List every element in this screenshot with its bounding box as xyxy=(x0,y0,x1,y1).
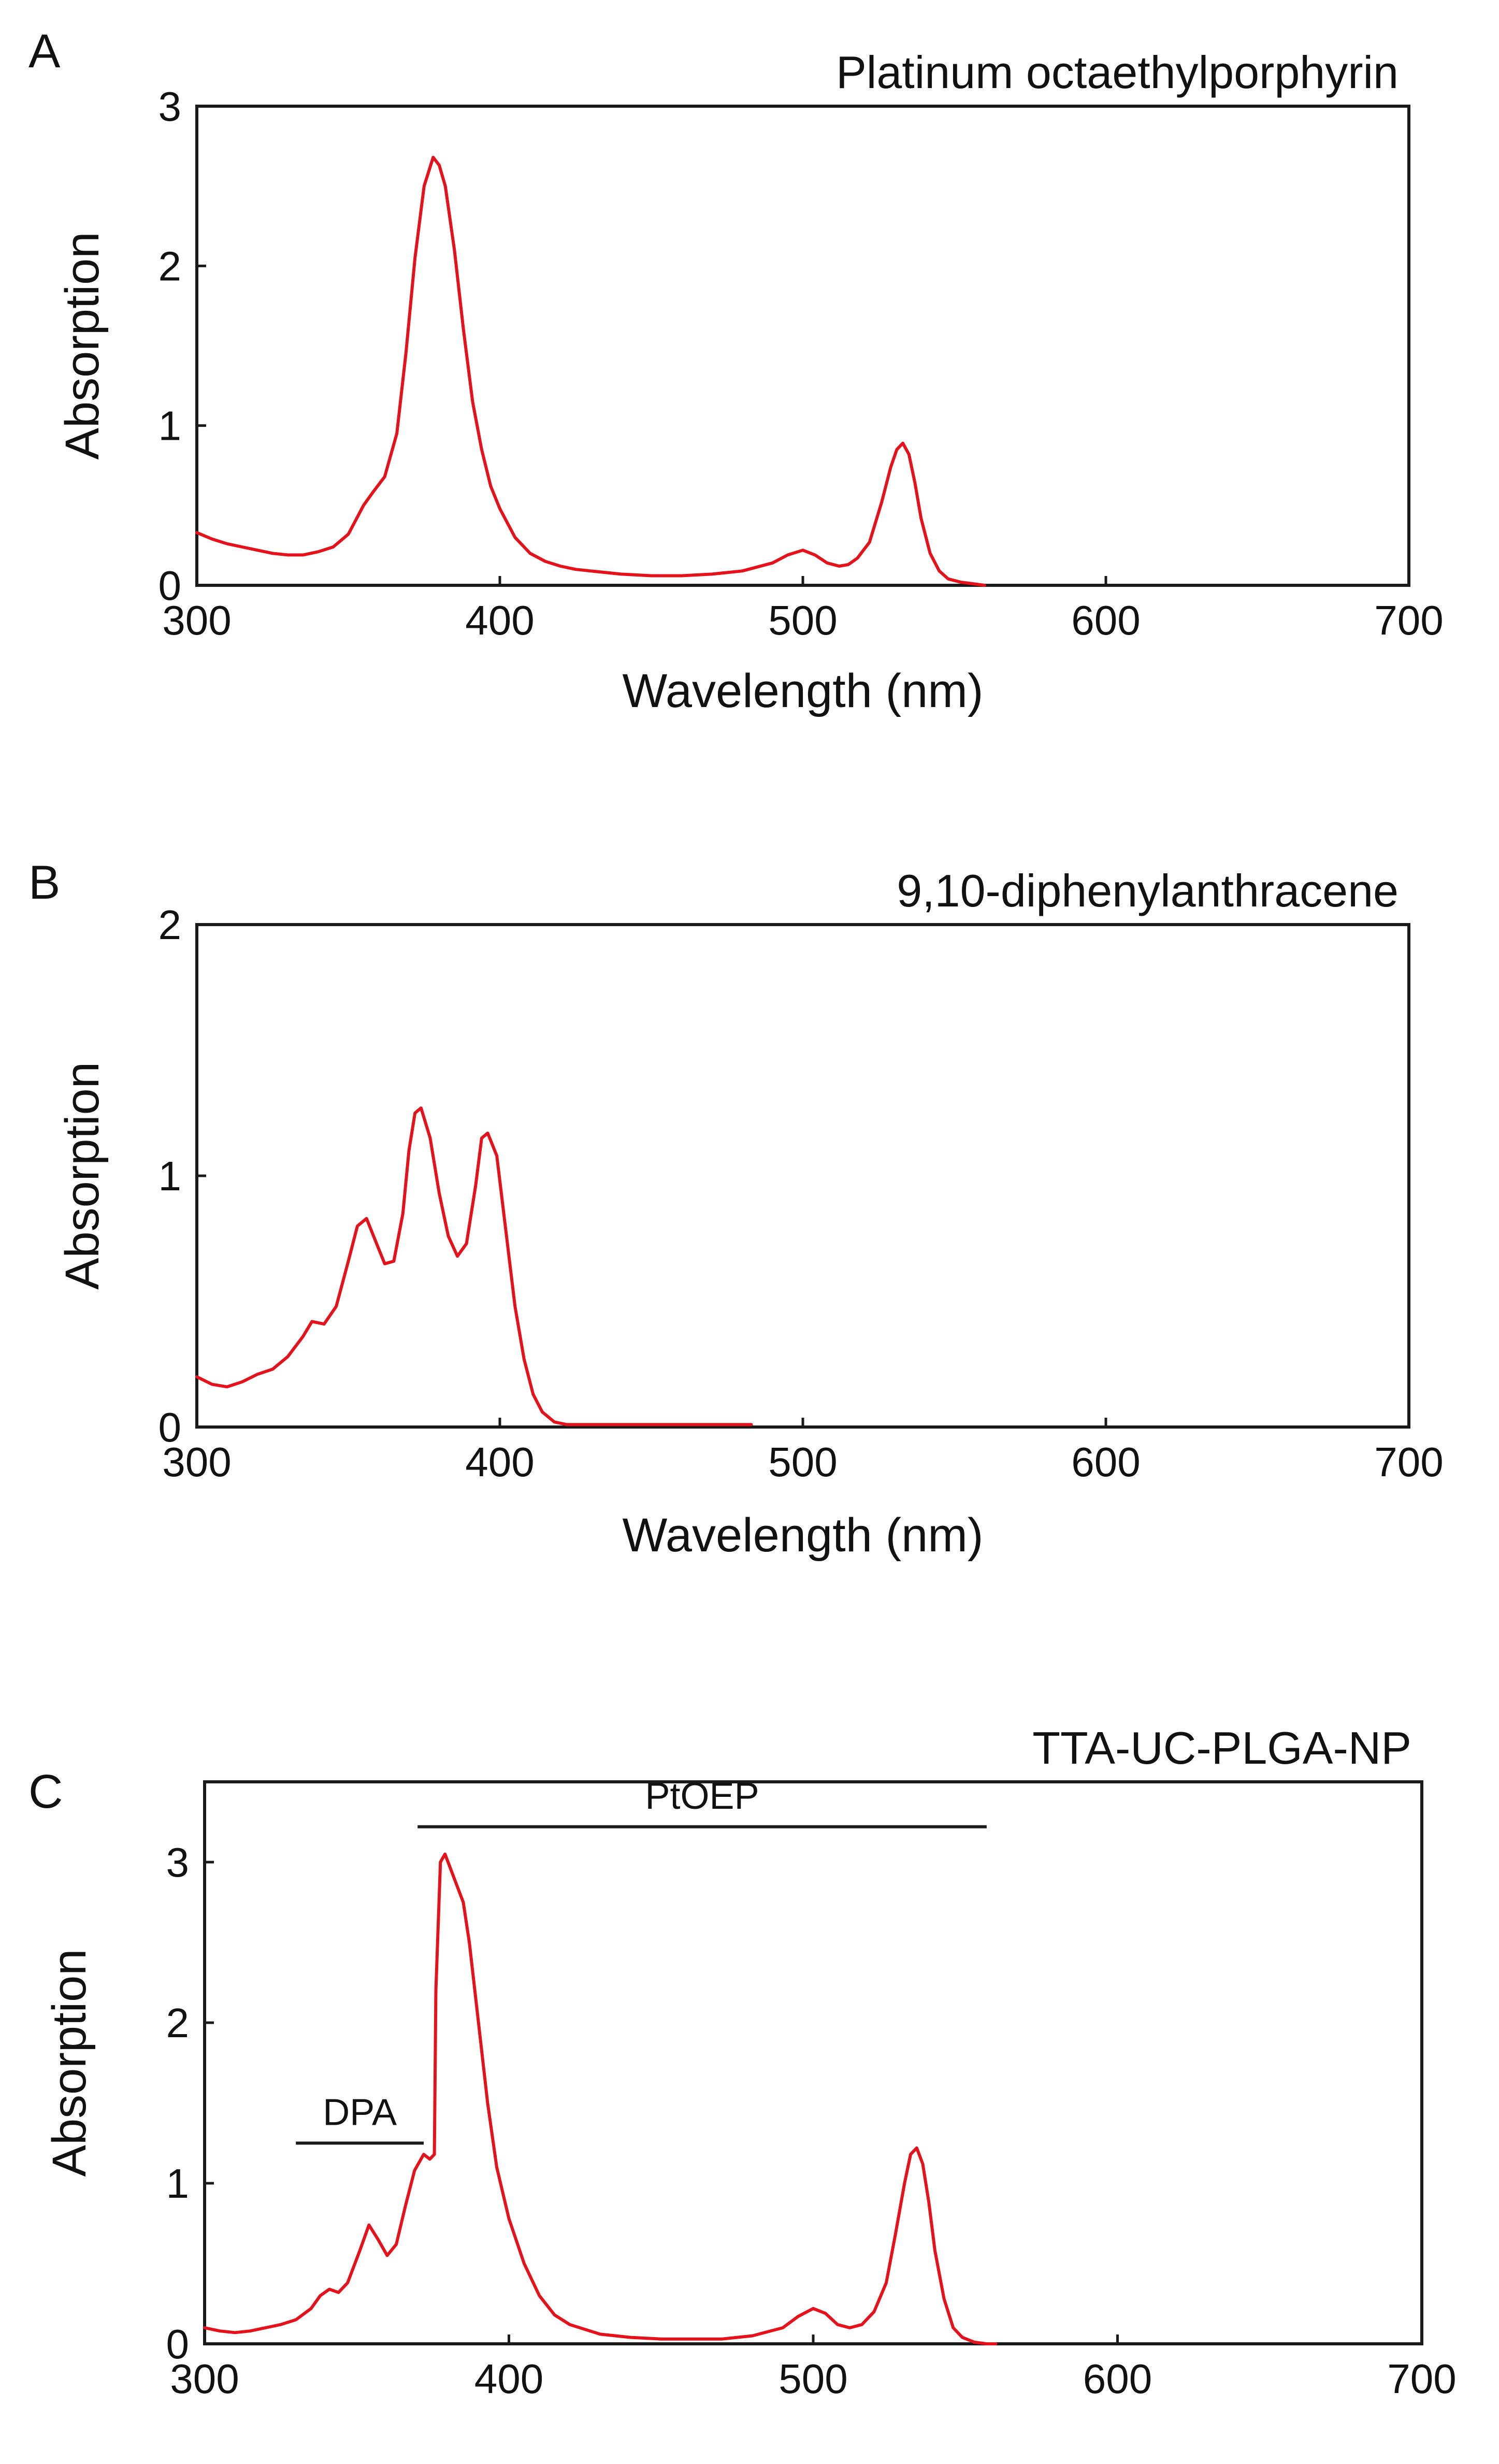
x-axis-label: Wavelength (nm) xyxy=(622,665,983,717)
y-tick-label: 3 xyxy=(158,83,182,129)
panel-title: TTA-UC-PLGA-NP xyxy=(1032,1722,1411,1774)
x-tick-label: 400 xyxy=(474,2356,543,2402)
x-tick-label: 300 xyxy=(162,597,231,643)
y-tick-label: 0 xyxy=(166,2321,190,2367)
x-tick-label: 700 xyxy=(1387,2356,1456,2402)
y-axis-label: Absorption xyxy=(56,1062,109,1290)
y-tick-label: 0 xyxy=(158,563,182,609)
y-tick-label: 3 xyxy=(166,1839,190,1885)
absorption-curve xyxy=(203,1852,998,2345)
y-tick-label: 2 xyxy=(158,902,182,948)
x-tick-label: 600 xyxy=(1071,1439,1140,1485)
panel-a: A Platinum octaethylporphyrin 300 400 500 600… xyxy=(28,25,1444,717)
absorption-curve xyxy=(195,1106,753,1426)
y-tick-label: 1 xyxy=(158,1153,182,1199)
x-tick-label: 600 xyxy=(1083,2356,1152,2402)
panel-c: C TTA-UC-PLGA-NP 300 400 500 600 700 0 1 2 3 Absorp… xyxy=(28,1722,1457,2402)
x-tick-label: 500 xyxy=(768,597,837,643)
y-tick-label: 2 xyxy=(158,243,182,289)
panel-letter: B xyxy=(28,856,60,909)
x-tick-label: 700 xyxy=(1374,597,1443,643)
y-axis-label: Absorption xyxy=(43,1949,96,2177)
x-tick-label: 400 xyxy=(465,1439,534,1485)
y-axis-label: Absorption xyxy=(56,232,109,460)
panel-letter: C xyxy=(28,1765,63,1818)
x-tick-label: 600 xyxy=(1071,597,1140,643)
annotation-label-ptoep: PtOEP xyxy=(645,1776,759,1817)
x-tick-label: 400 xyxy=(465,597,534,643)
y-tick-label: 1 xyxy=(158,403,182,449)
panel-letter: A xyxy=(28,25,61,78)
y-tick-label: 1 xyxy=(166,2160,190,2207)
x-tick-label: 700 xyxy=(1374,1439,1443,1485)
y-tick-label: 0 xyxy=(158,1404,182,1450)
y-tick-label: 2 xyxy=(166,2000,190,2046)
absorption-curve xyxy=(195,155,986,587)
x-axis-label: Wavelength (nm) xyxy=(622,1509,983,1562)
x-tick-label: 300 xyxy=(162,1439,231,1485)
panel-title: Platinum octaethylporphyrin xyxy=(836,47,1399,98)
panel-title: 9,10-diphenylanthracene xyxy=(897,865,1399,916)
x-tick-label: 300 xyxy=(170,2356,239,2402)
annotation-label-dpa: DPA xyxy=(323,2092,397,2134)
x-tick-label: 500 xyxy=(779,2356,847,2402)
x-tick-label: 500 xyxy=(768,1439,837,1485)
panel-b: B 9,10-diphenylanthracene 300 400 500 600 700 0… xyxy=(28,856,1444,1562)
